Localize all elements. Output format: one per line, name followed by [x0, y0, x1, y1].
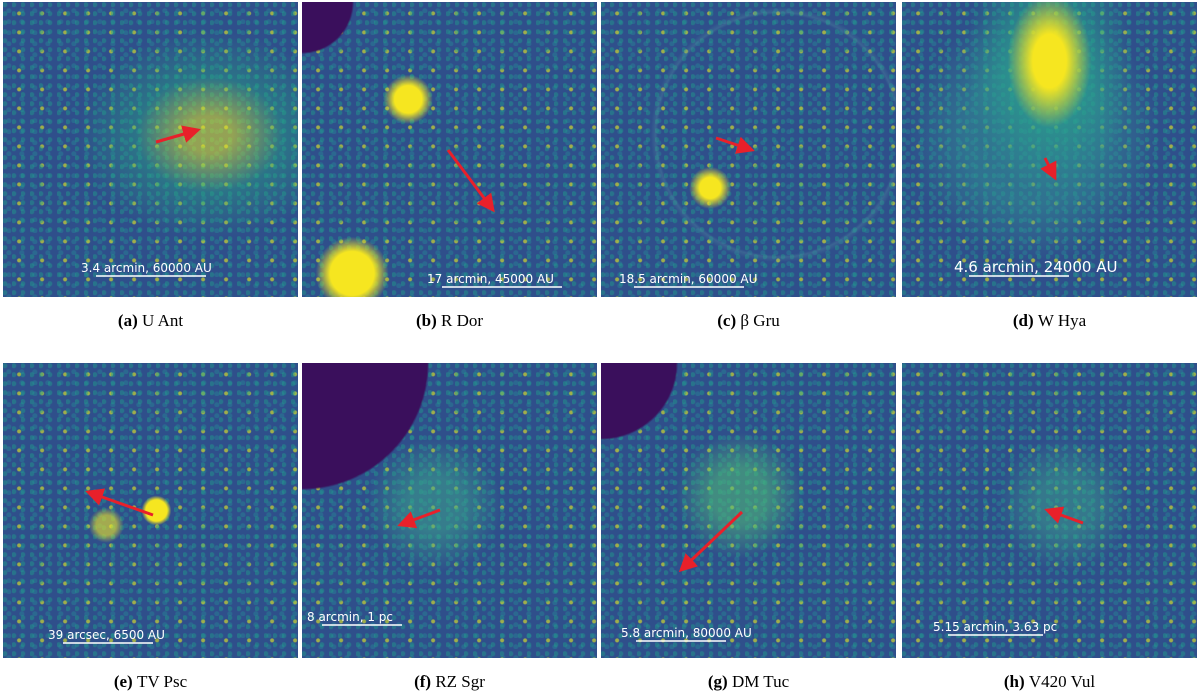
motion-arrow — [715, 136, 755, 154]
scale-bar-label: 17 arcmin, 45000 AU — [427, 272, 554, 286]
caption: (c) β Gru — [601, 311, 896, 331]
panel-image: 5.8 arcmin, 80000 AU — [601, 363, 896, 658]
caption-name: β Gru — [740, 311, 780, 330]
overlay: 8 arcmin, 1 pc — [307, 508, 441, 626]
motion-arrow — [446, 149, 495, 213]
caption: (b) R Dor — [302, 311, 597, 331]
overlay: 3.4 arcmin, 60000 AU — [81, 125, 212, 277]
caption-label: (c) — [717, 311, 737, 330]
panel-image: 8 arcmin, 1 pc — [302, 363, 597, 658]
caption-label: (a) — [117, 311, 138, 330]
scale-bar-label: 18.5 arcmin, 60000 AU — [619, 272, 757, 286]
overlay: 17 arcmin, 45000 AU — [427, 149, 562, 288]
caption: (f) RZ Sgr — [302, 672, 597, 692]
scale-bar-label: 5.8 arcmin, 80000 AU — [621, 626, 752, 640]
caption: (d) W Hya — [902, 311, 1197, 331]
motion-arrow — [155, 125, 201, 144]
caption-label: (d) — [1012, 311, 1034, 330]
motion-arrow — [85, 488, 154, 517]
overlay: 39 arcsec, 6500 AU — [48, 488, 165, 644]
caption: (e) TV Psc — [3, 672, 298, 692]
scale-bar-label: 39 arcsec, 6500 AU — [48, 628, 165, 642]
scale-bar-label: 5.15 arcmin, 3.63 pc — [933, 620, 1057, 634]
panel-image: 17 arcmin, 45000 AU — [302, 2, 597, 297]
panel-image: 4.6 arcmin, 24000 AU — [902, 2, 1197, 297]
caption-name: R Dor — [441, 311, 484, 330]
panel-image: 3.4 arcmin, 60000 AU — [3, 2, 298, 297]
overlay: 5.8 arcmin, 80000 AU — [621, 510, 752, 642]
caption-label: (g) — [707, 672, 728, 691]
caption: (g) DM Tuc — [601, 672, 896, 692]
caption-name: DM Tuc — [731, 672, 790, 691]
caption-label: (e) — [113, 672, 133, 691]
overlay: 5.15 arcmin, 3.63 pc — [933, 506, 1084, 636]
overlay: 4.6 arcmin, 24000 AU — [954, 157, 1117, 277]
motion-arrow — [678, 510, 744, 573]
panel-image: 5.15 arcmin, 3.63 pc — [902, 363, 1197, 658]
panel-image: 39 arcsec, 6500 AU — [3, 363, 298, 658]
caption-name: V420 Vul — [1028, 672, 1096, 691]
caption-name: TV Psc — [136, 672, 188, 691]
caption-name: RZ Sgr — [435, 672, 485, 691]
motion-arrow — [1044, 506, 1084, 525]
scale-bar-label: 8 arcmin, 1 pc — [307, 610, 393, 624]
caption: (h) V420 Vul — [902, 672, 1197, 692]
overlay: 18.5 arcmin, 60000 AU — [619, 136, 757, 288]
motion-arrow — [397, 508, 441, 529]
caption-label: (f) — [414, 672, 432, 691]
scale-bar-label: 4.6 arcmin, 24000 AU — [954, 258, 1117, 276]
caption-name: U Ant — [141, 311, 184, 330]
caption-label: (h) — [1003, 672, 1025, 691]
caption-name: W Hya — [1037, 311, 1087, 330]
scale-bar-label: 3.4 arcmin, 60000 AU — [81, 261, 212, 275]
caption-label: (b) — [415, 311, 437, 330]
caption: (a) U Ant — [3, 311, 298, 331]
panel-image: 18.5 arcmin, 60000 AU — [601, 2, 896, 297]
motion-arrow — [1040, 157, 1057, 181]
